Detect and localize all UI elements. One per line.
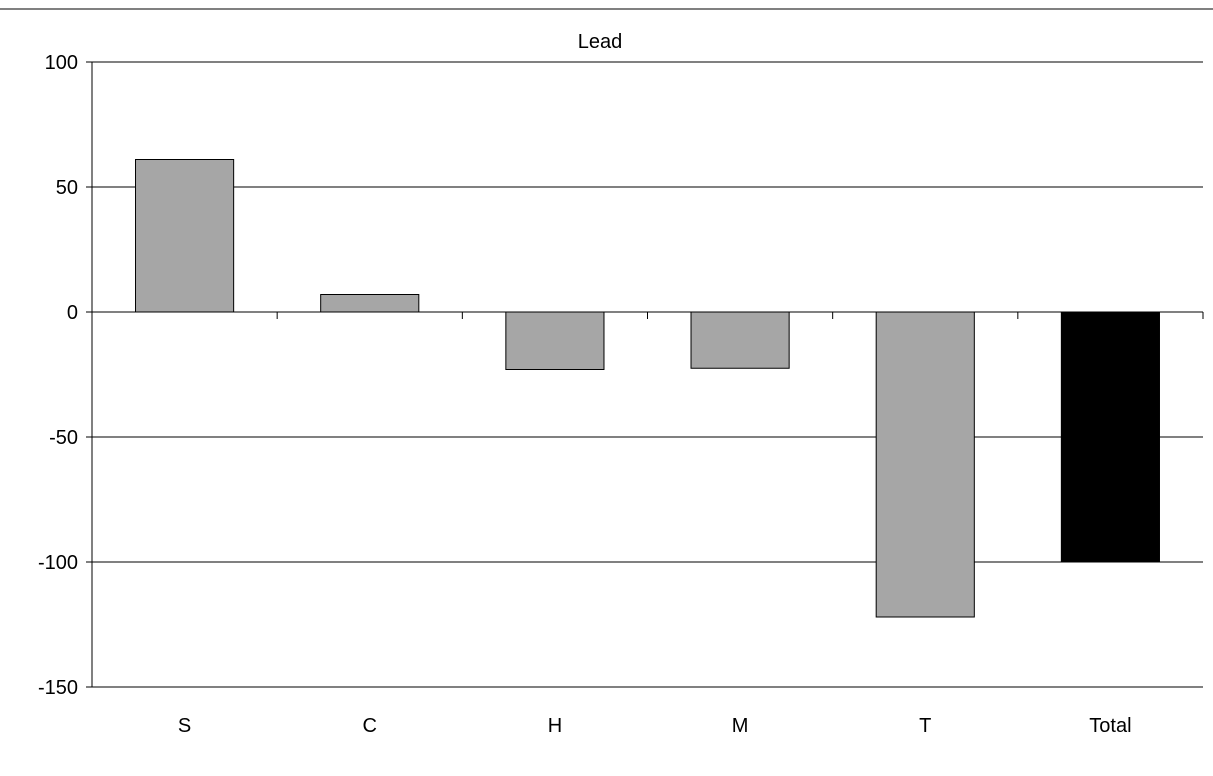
bar — [690, 311, 790, 369]
x-category-label: C — [363, 715, 377, 737]
x-category-label: T — [919, 715, 931, 737]
y-tick-label: -100 — [38, 552, 78, 574]
bar — [505, 311, 605, 370]
x-category-label: H — [548, 715, 562, 737]
x-category-label: S — [178, 715, 191, 737]
bar — [135, 159, 235, 313]
bars — [135, 159, 1160, 618]
y-tick-label: 100 — [45, 52, 78, 74]
bar-total — [1060, 311, 1160, 563]
y-tick-label: -50 — [49, 427, 78, 449]
y-tick-label: 50 — [56, 177, 78, 199]
y-axis: 100 50 0 -50 -100 -150 — [38, 52, 93, 699]
x-category-label: Total — [1089, 715, 1131, 737]
x-axis: S C H M T Total — [91, 311, 1204, 737]
y-tick-label: -150 — [38, 677, 78, 699]
bar — [875, 311, 975, 618]
y-tick-label: 0 — [67, 302, 78, 324]
x-category-label: M — [732, 715, 749, 737]
chart-title: Lead — [578, 31, 623, 53]
bar — [320, 294, 420, 313]
gridlines — [92, 61, 1203, 688]
